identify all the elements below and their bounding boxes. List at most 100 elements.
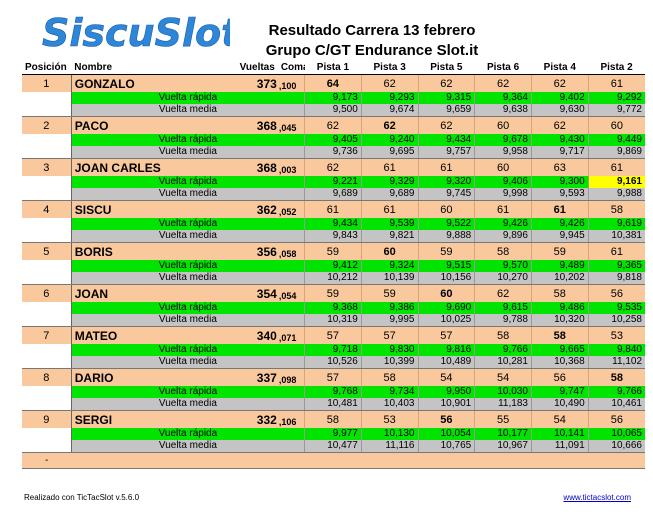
track-laps-cell: 64: [304, 74, 362, 92]
empty-cell: [361, 452, 418, 469]
coma-cell: ,052: [277, 200, 305, 218]
fast-lap-time: 9,570: [474, 260, 532, 272]
header-laps: Vueltas: [230, 61, 278, 75]
blank-cell: [22, 188, 72, 201]
footer-link[interactable]: www.tictacslot.com: [563, 493, 631, 502]
fast-lap-time: 9,734: [360, 386, 418, 398]
avg-lap-time: 9,593: [530, 188, 589, 201]
avg-lap-label: Vuelta media: [70, 230, 305, 243]
header-row: Posición Nombre Vueltas Coma Pista 1 Pis…: [22, 61, 645, 75]
position-cell: 4: [22, 200, 72, 218]
track-laps-cell: 62: [417, 116, 475, 134]
position-cell: -: [22, 452, 72, 469]
fast-lap-time: 9,161: [587, 176, 645, 188]
position-cell: 2: [22, 116, 72, 134]
track-laps-cell: 59: [530, 242, 589, 260]
track-laps-cell: 60: [474, 116, 532, 134]
avg-lap-time: 10,202: [530, 272, 589, 285]
position-cell: 6: [22, 284, 72, 302]
coma-cell: ,054: [277, 284, 305, 302]
avg-lap-time: 9,689: [304, 188, 362, 201]
track-laps-cell: 59: [360, 284, 418, 302]
avg-lap-label: Vuelta media: [70, 188, 305, 201]
avg-lap-time: 11,102: [587, 356, 645, 369]
track-laps-cell: 53: [587, 326, 645, 344]
track-laps-cell: 61: [474, 200, 532, 218]
blank-cell: [22, 302, 72, 314]
fast-lap-time: 10,030: [474, 386, 532, 398]
driver-name: GONZALO: [70, 74, 231, 92]
track-laps-cell: 58: [530, 326, 589, 344]
coma-cell: ,058: [277, 242, 305, 260]
fast-lap-time: 9,515: [417, 260, 475, 272]
fast-lap-time: 9,977: [304, 428, 362, 440]
fast-lap-time: 9,292: [587, 92, 645, 104]
blank-cell: [22, 344, 72, 356]
driver-name: DARIO: [70, 368, 231, 386]
avg-lap-row: Vuelta media 10,481 10,403 10,901 11,183 10,4…: [22, 398, 645, 411]
track-laps-cell: 62: [474, 284, 532, 302]
avg-lap-time: 9,689: [360, 188, 418, 201]
track-laps-cell: 62: [530, 116, 589, 134]
avg-lap-row: Vuelta media 10,212 10,139 10,156 10,270 10,2…: [22, 272, 645, 285]
fast-lap-label: Vuelta rápida: [70, 260, 305, 272]
driver-row: 5 BORIS 356,058 59 60 59 58 59 61: [22, 242, 645, 260]
blank-cell: [22, 356, 72, 369]
driver-name: MATEO: [70, 326, 231, 344]
avg-lap-time: 9,717: [530, 146, 589, 159]
fast-lap-label: Vuelta rápida: [70, 92, 305, 104]
track-laps-cell: 61: [587, 158, 645, 176]
header-position: Posición: [22, 61, 72, 75]
blank-cell: [22, 272, 72, 285]
driver-row: 2 PACO 368,045 62 62 62 60 62 60: [22, 116, 645, 134]
avg-lap-time: 10,156: [417, 272, 475, 285]
coma-cell: ,100: [277, 74, 305, 92]
driver-name: SISCU: [70, 200, 231, 218]
track-laps-cell: 62: [304, 158, 362, 176]
track-laps-cell: 58: [587, 368, 645, 386]
track-laps-cell: 61: [417, 158, 475, 176]
avg-lap-time: 9,818: [587, 272, 645, 285]
fast-lap-time: 9,426: [474, 218, 532, 230]
blank-cell: [22, 146, 72, 159]
avg-lap-row: Vuelta media 10,526 10,399 10,489 10,281 10,3…: [22, 356, 645, 369]
avg-lap-time: 9,630: [530, 104, 589, 117]
avg-lap-time: 9,674: [360, 104, 418, 117]
avg-lap-time: 10,319: [304, 314, 362, 327]
track-laps-cell: 61: [304, 200, 362, 218]
avg-lap-time: 11,116: [360, 440, 418, 453]
avg-lap-time: 9,745: [417, 188, 475, 201]
avg-lap-time: 9,945: [530, 230, 589, 243]
track-laps-cell: 58: [360, 368, 418, 386]
fast-lap-time: 9,768: [304, 386, 362, 398]
fast-lap-time: 9,315: [417, 92, 475, 104]
fast-lap-time: 9,368: [304, 302, 362, 314]
driver-row: 3 JOAN CARLES 368,003 62 61 61 60 63 61: [22, 158, 645, 176]
fast-lap-time: 9,406: [474, 176, 532, 188]
avg-lap-time: 11,091: [530, 440, 589, 453]
fast-lap-label: Vuelta rápida: [70, 302, 305, 314]
track-laps-cell: 58: [587, 200, 645, 218]
driver-row: 4 SISCU 362,052 61 61 60 61 61 58: [22, 200, 645, 218]
track-laps-cell: 54: [474, 368, 532, 386]
avg-lap-time: 10,368: [530, 356, 589, 369]
laps-cell: 368: [230, 158, 278, 176]
fast-lap-time: 9,535: [587, 302, 645, 314]
avg-lap-time: 9,736: [304, 146, 362, 159]
fast-lap-row: Vuelta rápida 9,221 9,329 9,320 9,406 9,300 9,…: [22, 176, 645, 188]
fast-lap-time: 9,678: [474, 134, 532, 146]
driver-row: 1 GONZALO 373,100 64 62 62 62 62 61: [22, 74, 645, 92]
coma-cell: ,003: [277, 158, 305, 176]
fast-lap-time: 10,141: [530, 428, 589, 440]
avg-lap-time: 9,843: [304, 230, 362, 243]
track-laps-cell: 56: [530, 368, 589, 386]
fast-lap-row: Vuelta rápida 9,718 9,830 9,816 9,766 9,665 9,…: [22, 344, 645, 356]
position-cell: 3: [22, 158, 72, 176]
driver-name: PACO: [70, 116, 231, 134]
fast-lap-time: 10,130: [360, 428, 418, 440]
driver-row: 8 DARIO 337,098 57 58 54 54 56 58: [22, 368, 645, 386]
avg-lap-time: 11,183: [474, 398, 532, 411]
blank-cell: [22, 104, 72, 117]
avg-lap-time: 10,399: [360, 356, 418, 369]
coma-cell: ,071: [277, 326, 305, 344]
